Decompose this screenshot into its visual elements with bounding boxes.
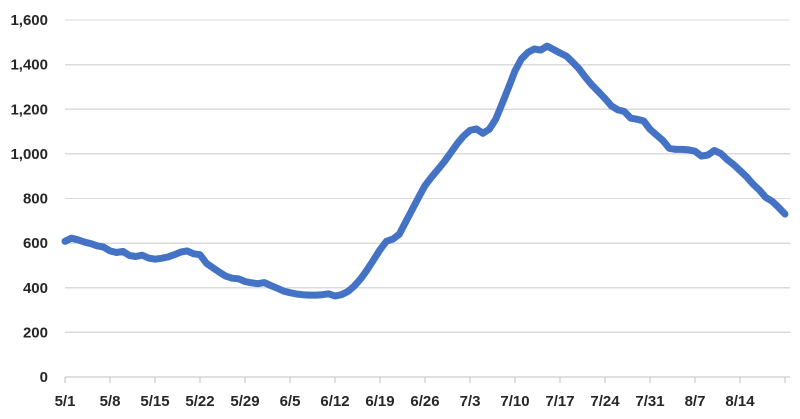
x-axis-label: 7/17 <box>545 393 574 410</box>
x-axis-label: 6/26 <box>410 393 439 410</box>
y-axis-label: 200 <box>23 324 48 341</box>
x-axis-label: 7/10 <box>500 393 529 410</box>
data-series-line <box>61 42 789 300</box>
y-axis-label: 1,200 <box>10 101 48 118</box>
x-axis-label: 5/8 <box>100 393 121 410</box>
x-axis-label: 7/31 <box>635 393 664 410</box>
y-axis-label: 0 <box>40 369 48 386</box>
x-axis-label: 5/15 <box>140 393 169 410</box>
x-axis-label: 5/1 <box>55 393 76 410</box>
y-axis-label: 1,600 <box>10 12 48 29</box>
y-axis-label: 800 <box>23 191 48 208</box>
y-axis-label: 600 <box>23 235 48 252</box>
y-axis-label: 400 <box>23 280 48 297</box>
x-axis-label: 6/19 <box>365 393 394 410</box>
x-axis-label: 5/22 <box>185 393 214 410</box>
x-axis-label: 8/7 <box>685 393 706 410</box>
y-axis-label: 1,000 <box>10 146 48 163</box>
x-axis-label: 7/3 <box>460 393 481 410</box>
y-axis-label: 1,400 <box>10 57 48 74</box>
x-axis-label: 6/5 <box>280 393 301 410</box>
x-axis-label: 8/14 <box>725 393 755 410</box>
x-axis-label: 5/29 <box>230 393 259 410</box>
x-axis-label: 7/24 <box>590 393 620 410</box>
x-axis-label: 6/12 <box>320 393 349 410</box>
